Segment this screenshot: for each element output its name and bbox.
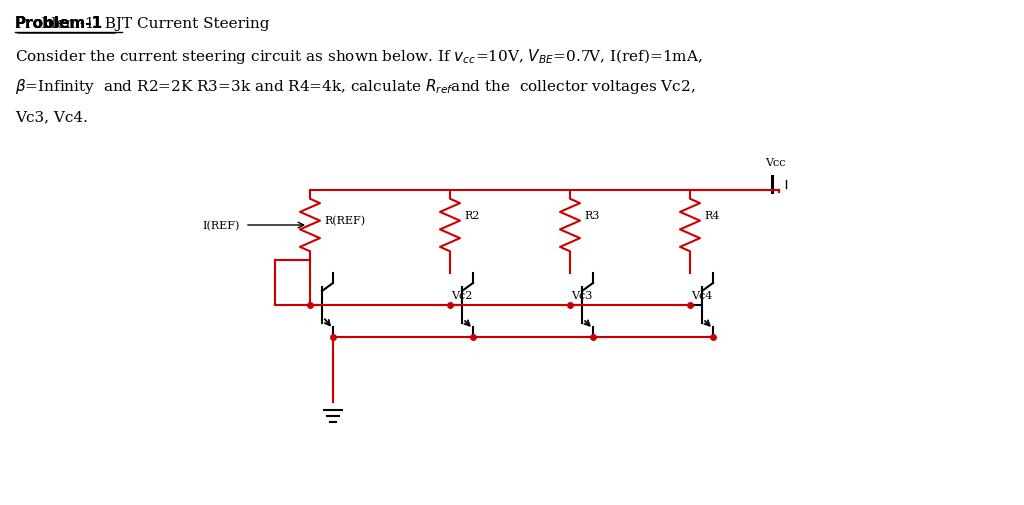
Text: I(REF): I(REF) [203, 220, 240, 231]
Text: R3: R3 [584, 211, 599, 221]
Text: Problem-1: Problem-1 [15, 16, 103, 31]
Text: Vc3, Vc4.: Vc3, Vc4. [15, 110, 88, 124]
Text: Consider the current steering circuit as shown below. If $v_{cc}$=10V, $V_{BE}$=: Consider the current steering circuit as… [15, 47, 702, 66]
Text: Problem-1: BJT Current Steering: Problem-1: BJT Current Steering [15, 17, 269, 31]
Text: Vc2: Vc2 [451, 290, 472, 300]
Text: R4: R4 [705, 211, 720, 221]
Text: R2: R2 [464, 211, 479, 221]
Text: Problem-1: Problem-1 [15, 16, 103, 31]
Text: R(REF): R(REF) [324, 216, 366, 226]
Text: $\beta$=Infinity  and R2=2K R3=3k and R4=4k, calculate $R_{ref}$and the  collect: $\beta$=Infinity and R2=2K R3=3k and R4=… [15, 77, 695, 96]
Text: Vc3: Vc3 [571, 290, 592, 300]
Text: Vcc: Vcc [765, 158, 785, 168]
Text: Vc4: Vc4 [691, 290, 713, 300]
